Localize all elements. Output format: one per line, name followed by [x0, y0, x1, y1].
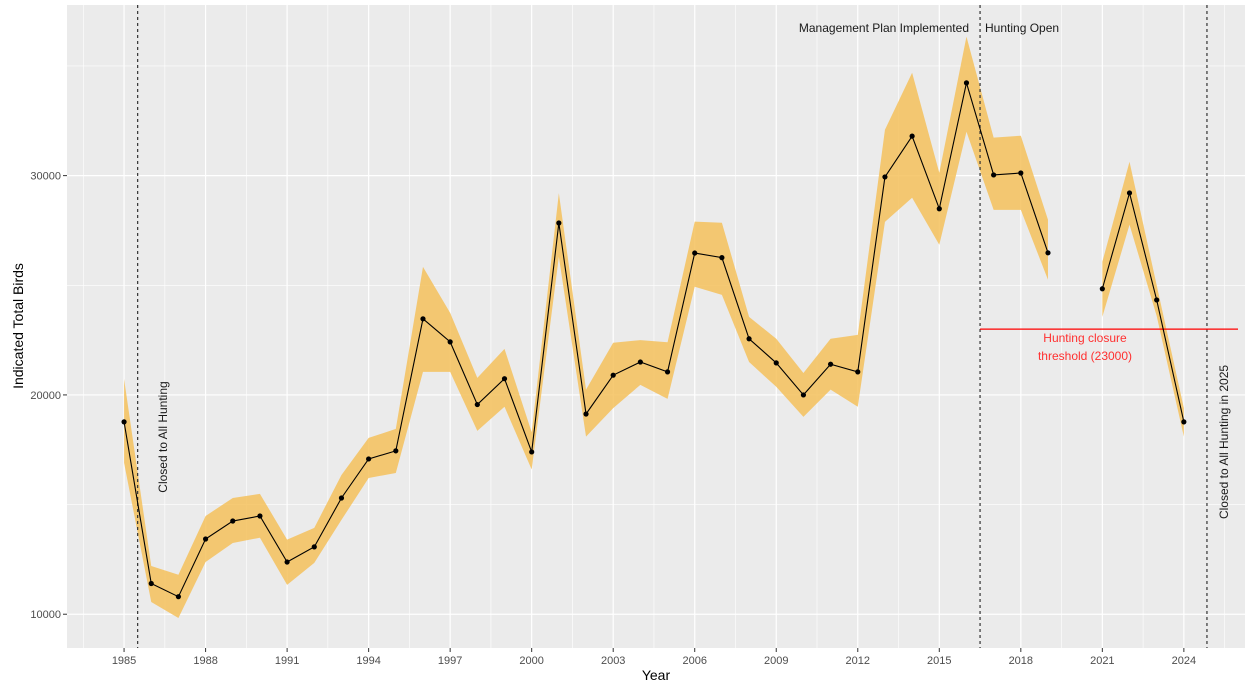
series-line [1101, 190, 1185, 423]
data-point [855, 369, 861, 375]
x-tick-label: 2009 [764, 655, 788, 667]
y-tick-label: 10000 [30, 609, 61, 621]
data-point [719, 255, 725, 261]
data-point [447, 339, 453, 345]
data-point [1045, 250, 1051, 256]
data-point [963, 80, 970, 86]
data-point [800, 392, 807, 398]
data-point [882, 174, 888, 180]
data-point [1126, 190, 1133, 196]
x-axis-title: Year [642, 667, 671, 683]
x-tick-label: 2006 [682, 655, 706, 667]
confidence-band [1102, 161, 1184, 437]
data-point [773, 360, 779, 366]
data-point [1154, 297, 1160, 303]
data-point [936, 206, 942, 212]
data-point [501, 376, 508, 382]
x-tick-label: 2018 [1009, 655, 1033, 667]
data-point [909, 133, 915, 139]
x-tick-label: 2021 [1090, 655, 1114, 667]
data-point [420, 316, 426, 322]
threshold-label-line2: threshold (23000) [1038, 349, 1132, 363]
data-point [175, 594, 182, 600]
x-tick-label: 1985 [112, 655, 136, 667]
data-point [338, 495, 345, 501]
y-tick-label: 20000 [30, 390, 61, 402]
data-point [284, 559, 290, 565]
x-tick-label: 2000 [519, 655, 543, 667]
x-tick-label: 1994 [356, 655, 380, 667]
data-point [1018, 170, 1024, 176]
data-point [529, 449, 535, 455]
data-point [692, 250, 698, 256]
data-point [148, 580, 154, 587]
x-tick-label: 1991 [275, 655, 299, 667]
data-point [311, 544, 317, 550]
data-point [746, 336, 752, 342]
x-tick-label: 2015 [927, 655, 951, 667]
x-tick-label: 1997 [438, 655, 462, 667]
data-point [257, 513, 263, 519]
data-point [827, 361, 834, 367]
data-point [583, 411, 589, 417]
axes: 1985 1988 1991 1994 1997 2000 2003 2006 2009 2012… [30, 171, 1196, 667]
data-point [637, 359, 643, 365]
vline-label-hunting-open: Hunting Open [985, 21, 1059, 35]
data-point [366, 456, 372, 462]
series-points [121, 80, 1187, 600]
data-point [230, 518, 236, 524]
x-tick-label: 2012 [846, 655, 870, 667]
x-tick-label: 2024 [1172, 655, 1196, 667]
confidence-bands [124, 36, 1184, 618]
data-point [991, 172, 997, 178]
reference-lines [137, 5, 1208, 648]
data-point [1181, 419, 1187, 425]
vline-label-management: Management Plan Implemented [799, 21, 969, 35]
confidence-band [124, 36, 1048, 618]
x-tick-label: 2003 [601, 655, 625, 667]
vline-label-closed-2025: Closed to All Hunting in 2025 [1217, 365, 1231, 519]
data-point [556, 220, 562, 226]
y-tick-label: 30000 [30, 171, 61, 183]
data-point [610, 372, 616, 378]
plot-panel [67, 5, 1245, 648]
data-point [474, 401, 480, 408]
data-point [664, 369, 671, 375]
y-axis-title: Indicated Total Birds [10, 263, 26, 389]
data-point [1099, 286, 1105, 292]
threshold-label-line1: Hunting closure [1043, 331, 1127, 345]
data-point [121, 419, 127, 425]
x-tick-label: 1988 [193, 655, 217, 667]
data-point [202, 536, 209, 542]
data-point [393, 448, 399, 454]
vline-label-closed: Closed to All Hunting [156, 381, 170, 492]
